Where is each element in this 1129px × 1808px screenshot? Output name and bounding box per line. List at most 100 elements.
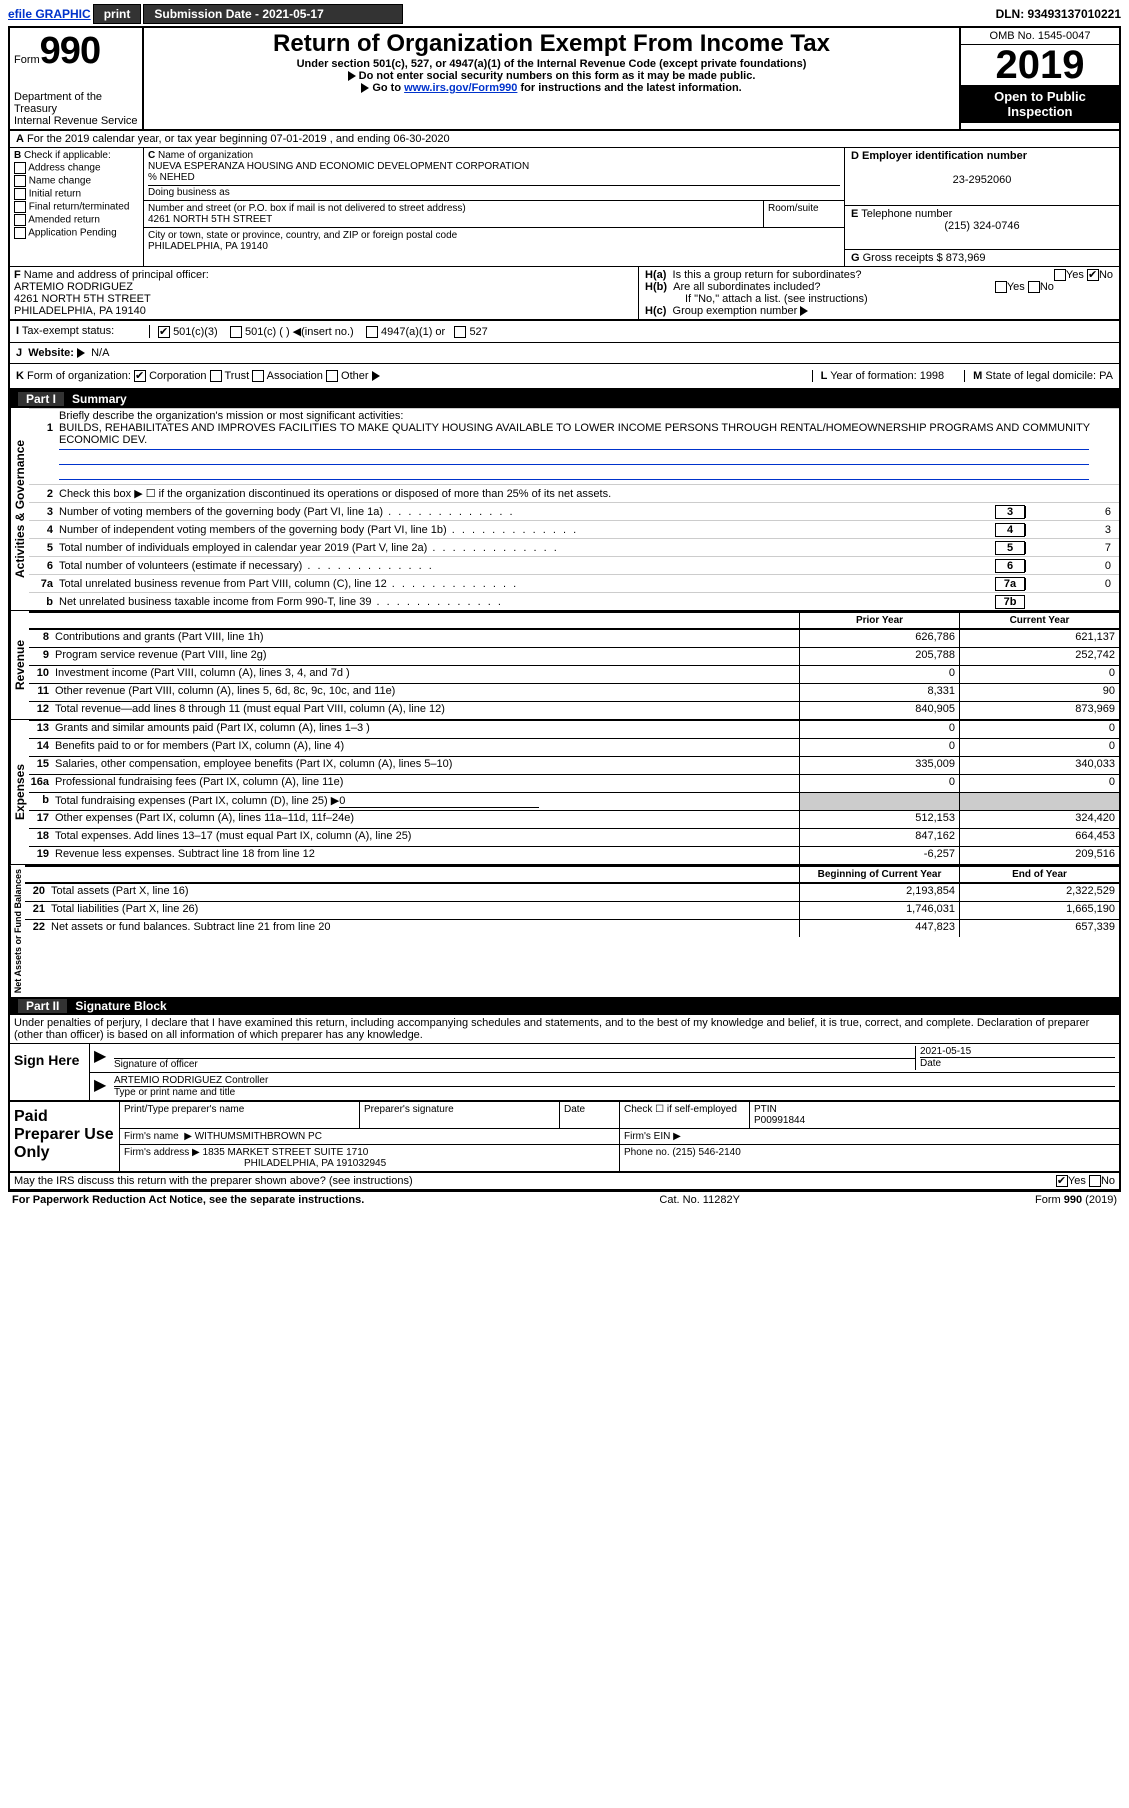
street-value: 4261 NORTH 5TH STREET: [148, 214, 272, 225]
l15-curr: 340,033: [959, 757, 1119, 774]
name-change-checkbox[interactable]: [14, 175, 26, 187]
print-button[interactable]: print: [93, 4, 142, 24]
501c3-checkbox[interactable]: [158, 326, 170, 338]
firm-addr1: 1835 MARKET STREET SUITE 1710: [203, 1147, 369, 1158]
other-checkbox[interactable]: [326, 370, 338, 382]
l22-curr: 657,339: [959, 920, 1119, 937]
ein-label: Employer identification number: [862, 150, 1027, 162]
top-bar: efile GRAPHIC print Submission Date - 20…: [8, 4, 1121, 24]
l3-value: 6: [1025, 506, 1115, 518]
discuss-no-checkbox[interactable]: [1089, 1175, 1101, 1187]
officer-label: Name and address of principal officer:: [24, 269, 209, 281]
part1-header: Part I Summary: [10, 390, 1119, 408]
501c3-label: 501(c)(3): [173, 326, 218, 338]
sig-of-officer-label: Signature of officer: [114, 1059, 198, 1070]
net-assets-label: Net Assets or Fund Balances: [10, 865, 25, 997]
corp-label: Corporation: [149, 370, 206, 382]
end-year-hdr: End of Year: [959, 867, 1119, 882]
ha-yes-checkbox[interactable]: [1054, 269, 1066, 281]
paid-preparer-label: Paid Preparer Use Only: [10, 1102, 120, 1171]
assoc-checkbox[interactable]: [252, 370, 264, 382]
l20-curr: 2,322,529: [959, 884, 1119, 901]
dept-text: Department of the Treasury Internal Reve…: [14, 91, 138, 127]
l4-value: 3: [1025, 524, 1115, 536]
ha-label: Is this a group return for subordinates?: [673, 269, 862, 281]
l13-prior: 0: [799, 721, 959, 738]
l16b-prior-shaded: [799, 793, 959, 810]
l17-prior: 512,153: [799, 811, 959, 828]
pending-label: Application Pending: [28, 228, 116, 239]
efile-link[interactable]: efile GRAPHIC: [8, 7, 91, 21]
firm-phone-label: Phone no.: [624, 1147, 670, 1158]
4947-checkbox[interactable]: [366, 326, 378, 338]
l2-text: Check this box ▶ ☐ if the organization d…: [59, 487, 1115, 500]
l22-text: Net assets or fund balances. Subtract li…: [51, 920, 799, 937]
l1-text: Briefly describe the organization's miss…: [59, 410, 403, 422]
form-header: Form990 Department of the Treasury Inter…: [10, 28, 1119, 131]
part1-label: Part I: [18, 392, 64, 406]
firm-name-value: WITHUMSMITHBROWN PC: [195, 1131, 322, 1142]
trust-checkbox[interactable]: [210, 370, 222, 382]
name-change-label: Name change: [29, 176, 91, 187]
firm-addr2: PHILADELPHIA, PA 191032945: [124, 1158, 386, 1169]
l21-curr: 1,665,190: [959, 902, 1119, 919]
l16a-text: Professional fundraising fees (Part IX, …: [55, 775, 799, 792]
hb-yes-checkbox[interactable]: [995, 281, 1007, 293]
triangle-icon: [361, 83, 369, 93]
l11-text: Other revenue (Part VIII, column (A), li…: [55, 684, 799, 701]
l16b-value: 0: [339, 795, 539, 808]
501c-checkbox[interactable]: [230, 326, 242, 338]
l15-text: Salaries, other compensation, employee b…: [55, 757, 799, 774]
expenses-label: Expenses: [10, 720, 29, 864]
sign-here-label: Sign Here: [10, 1044, 90, 1100]
no-label-2: No: [1040, 281, 1054, 293]
l19-curr: 209,516: [959, 847, 1119, 864]
irs-link[interactable]: www.irs.gov/Form990: [404, 82, 517, 94]
l10-text: Investment income (Part VIII, column (A)…: [55, 666, 799, 683]
l17-text: Other expenses (Part IX, column (A), lin…: [55, 811, 799, 828]
527-label: 527: [469, 326, 487, 338]
city-label: City or town, state or province, country…: [148, 230, 457, 241]
form-label: Form: [14, 54, 40, 66]
amended-checkbox[interactable]: [14, 214, 26, 226]
l14-prior: 0: [799, 739, 959, 756]
officer-city: PHILADELPHIA, PA 19140: [14, 305, 146, 317]
discuss-no-label: No: [1101, 1175, 1115, 1187]
l11-prior: 8,331: [799, 684, 959, 701]
room-label: Room/suite: [764, 201, 844, 227]
l7a-value: 0: [1025, 578, 1115, 590]
prep-date-label: Date: [560, 1102, 620, 1128]
corp-checkbox[interactable]: [134, 370, 146, 382]
row-a: A For the 2019 calendar year, or tax yea…: [10, 131, 1119, 148]
final-checkbox[interactable]: [14, 201, 26, 213]
sig-date: 2021-05-15: [920, 1046, 971, 1057]
pending-checkbox[interactable]: [14, 227, 26, 239]
amended-label: Amended return: [28, 215, 100, 226]
form-number: 990: [40, 30, 100, 72]
type-print-label: Type or print name and title: [114, 1087, 235, 1098]
l16b-curr-shaded: [959, 793, 1119, 810]
trust-label: Trust: [224, 370, 249, 382]
l12-text: Total revenue—add lines 8 through 11 (mu…: [55, 702, 799, 719]
initial-label: Initial return: [29, 189, 81, 200]
527-checkbox[interactable]: [454, 326, 466, 338]
l6-text: Total number of volunteers (estimate if …: [59, 560, 991, 572]
triangle-icon: [77, 348, 85, 358]
l16a-curr: 0: [959, 775, 1119, 792]
l5-text: Total number of individuals employed in …: [59, 542, 991, 554]
box-b: B Check if applicable: Address change Na…: [10, 148, 144, 266]
part2-label: Part II: [18, 999, 67, 1013]
l7b-text: Net unrelated business taxable income fr…: [59, 596, 991, 608]
submission-date-button[interactable]: Submission Date - 2021-05-17: [143, 4, 403, 24]
ha-no-checkbox[interactable]: [1087, 269, 1099, 281]
discuss-yes-checkbox[interactable]: [1056, 1175, 1068, 1187]
curr-year-hdr: Current Year: [959, 613, 1119, 628]
l14-curr: 0: [959, 739, 1119, 756]
l16b-text: Total fundraising expenses (Part IX, col…: [55, 795, 339, 807]
hb-no-checkbox[interactable]: [1028, 281, 1040, 293]
phone-label: Telephone number: [861, 208, 952, 220]
org-care: % NEHED: [148, 172, 195, 183]
l7a-text: Total unrelated business revenue from Pa…: [59, 578, 991, 590]
initial-checkbox[interactable]: [14, 188, 26, 200]
addr-change-checkbox[interactable]: [14, 162, 26, 174]
